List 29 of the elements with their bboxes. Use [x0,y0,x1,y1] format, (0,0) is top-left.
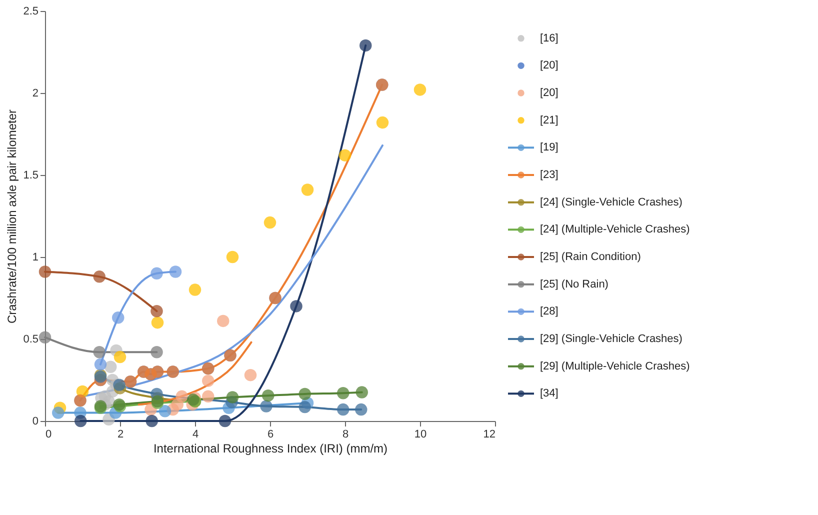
legend-label: [23] [540,169,558,181]
y-tick-label: 2.5 [23,6,38,18]
x-tick-label: 0 [46,428,52,440]
legend-label: [20] [540,60,558,72]
y-tick-label: 0 [32,416,38,428]
legend-label: [29] (Multiple-Vehicle Crashes) [540,360,690,372]
legend-label: [25] (Rain Condition) [540,251,641,263]
x-tick-label: 8 [342,428,349,440]
legend-label: [29] (Single-Vehicle Crashes) [540,333,682,345]
x-tick-label: 4 [192,428,199,440]
legend-label: [25] (No Rain) [540,278,608,290]
x-tick-label: 10 [414,428,427,440]
y-tick-label: 1 [32,252,38,264]
legend-label: [16] [540,32,558,44]
x-tick-label: 6 [267,428,274,440]
legend-label: [24] (Multiple-Vehicle Crashes) [540,224,690,236]
y-tick-label: 2 [32,88,38,100]
legend-label: [24] (Single-Vehicle Crashes) [540,196,682,208]
legend-label: [20] [540,87,558,99]
x-tick-label: 12 [483,428,496,440]
y-tick-label: 0.5 [23,334,38,346]
y-axis-title: Crashrate/100 million axle pair kilometer [5,109,20,324]
legend-label: [34] [540,388,558,400]
legend-label: [28] [540,306,558,318]
legend-label: [19] [540,142,558,154]
x-axis-title: International Roughness Index (IRI) (mm/m) [153,442,388,456]
x-tick-label: 2 [117,428,124,440]
y-tick-label: 1.5 [23,170,38,182]
legend-label: [21] [540,114,558,126]
